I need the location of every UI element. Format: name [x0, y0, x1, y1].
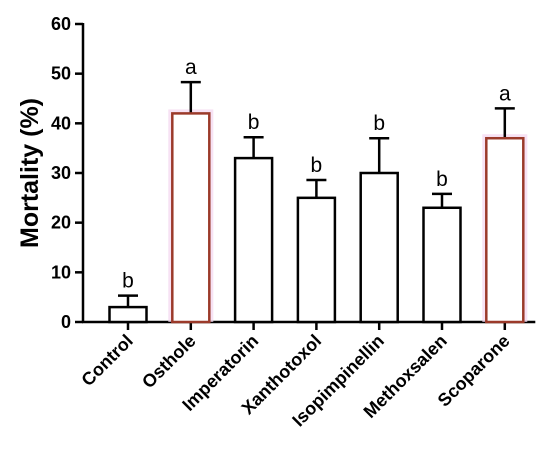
category-label: Control	[77, 331, 136, 390]
y-tick-label: 60	[51, 14, 71, 34]
significance-label: b	[248, 111, 260, 134]
bar-imperatorin	[233, 156, 274, 324]
significance-label: a	[499, 82, 511, 105]
y-tick-label: 10	[51, 262, 71, 282]
y-tick-label: 0	[61, 312, 71, 332]
y-tick-label: 30	[51, 163, 71, 183]
significance-label: b	[373, 112, 385, 135]
bar-methoxsalen	[422, 206, 462, 324]
bar-control	[108, 305, 148, 324]
y-axis-title: Mortality (%)	[16, 98, 44, 248]
significance-label: b	[436, 168, 448, 191]
significance-label: b	[311, 154, 323, 177]
bar-scoparone	[485, 136, 525, 324]
y-tick-label: 20	[51, 213, 71, 233]
y-tick-label: 40	[51, 113, 71, 133]
significance-label: b	[122, 270, 134, 293]
significance-label: a	[185, 56, 197, 79]
category-label: Osthole	[138, 331, 200, 393]
bar-isopimpinellin	[359, 171, 399, 324]
y-tick-label: 50	[51, 64, 71, 84]
bar-xanthotoxol	[296, 196, 337, 324]
axes: 0 10 20 30 40 50 60	[51, 14, 536, 332]
bars	[108, 80, 528, 324]
bar-osthole	[171, 112, 211, 324]
